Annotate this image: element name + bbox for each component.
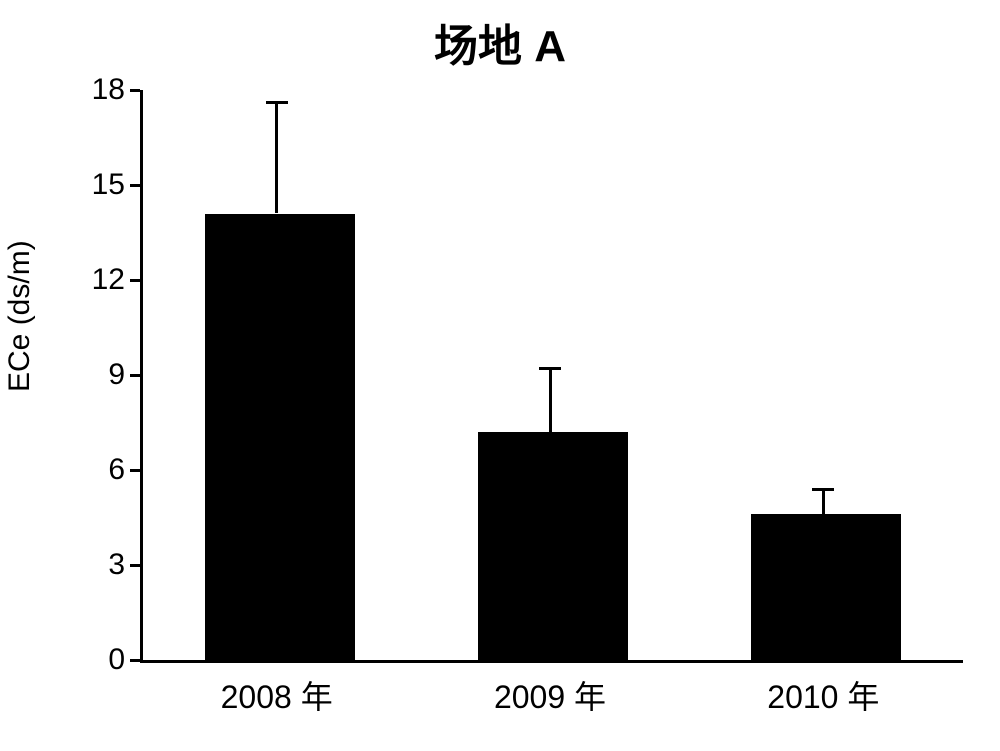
y-tick-mark bbox=[130, 89, 140, 92]
y-tick-label: 12 bbox=[70, 263, 125, 297]
y-tick-label: 18 bbox=[70, 73, 125, 107]
y-tick-mark bbox=[130, 184, 140, 187]
y-tick-label: 15 bbox=[70, 168, 125, 202]
error-bar-cap bbox=[266, 101, 288, 104]
x-category-label: 2010 年 bbox=[767, 672, 879, 718]
error-bar-line bbox=[822, 489, 825, 514]
y-tick-label: 6 bbox=[70, 453, 125, 487]
chart-container: 场地 A ECe (ds/m) 03691215182008 年2009 年20… bbox=[0, 0, 1000, 751]
x-category-label: 2008 年 bbox=[221, 672, 333, 718]
bar bbox=[478, 432, 628, 660]
chart-title: 场地 A bbox=[0, 10, 1000, 74]
error-bar-cap bbox=[812, 488, 834, 491]
y-tick-mark bbox=[130, 659, 140, 662]
y-tick-mark bbox=[130, 279, 140, 282]
x-category-label: 2009 年 bbox=[494, 672, 606, 718]
plot-area bbox=[140, 90, 963, 663]
error-bar-cap bbox=[539, 367, 561, 370]
y-tick-mark bbox=[130, 374, 140, 377]
y-tick-mark bbox=[130, 564, 140, 567]
y-tick-label: 3 bbox=[70, 548, 125, 582]
y-tick-label: 0 bbox=[70, 643, 125, 677]
bar bbox=[751, 514, 901, 660]
y-tick-label: 9 bbox=[70, 358, 125, 392]
error-bar-line bbox=[275, 103, 278, 214]
bar bbox=[205, 214, 355, 661]
y-tick-mark bbox=[130, 469, 140, 472]
error-bar-line bbox=[549, 369, 552, 432]
